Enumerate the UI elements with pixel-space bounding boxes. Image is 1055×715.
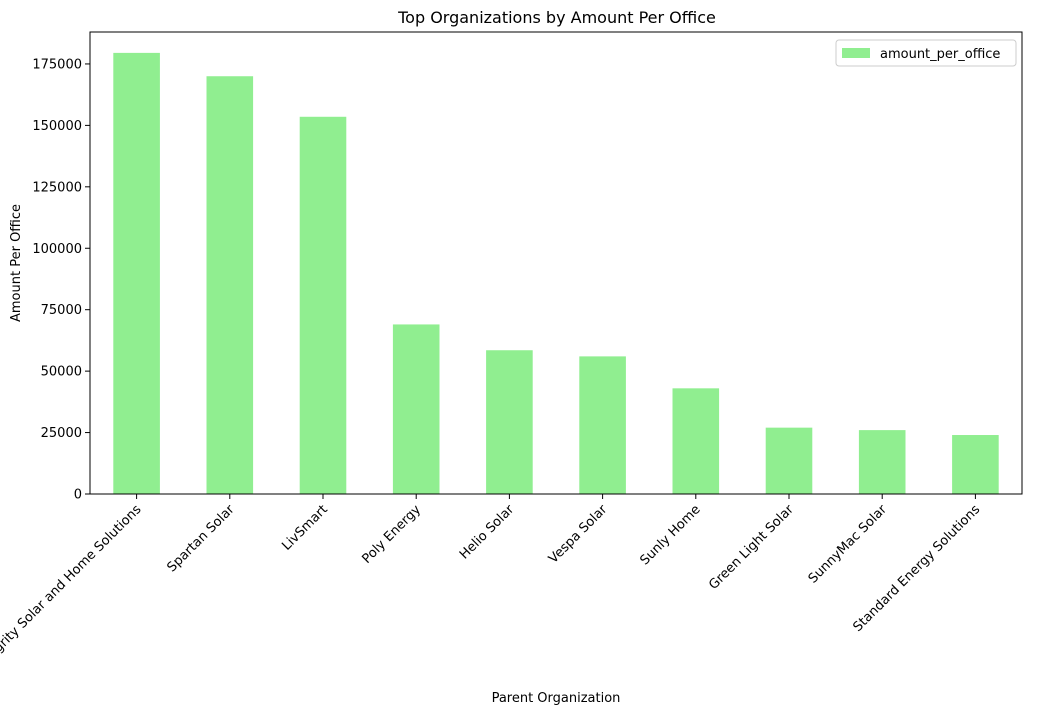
y-tick-label-4: 100000	[32, 242, 82, 257]
bar-1	[206, 76, 254, 494]
chart-title: Top Organizations by Amount Per Office	[397, 8, 716, 27]
y-tick-label-3: 75000	[41, 303, 82, 318]
bar-3	[392, 324, 440, 494]
y-tick-label-2: 50000	[41, 365, 82, 380]
y-tick-label-1: 25000	[41, 426, 82, 441]
y-tick-label-6: 150000	[32, 119, 82, 134]
legend-box	[835, 39, 1017, 67]
y-axis-title: Amount Per Office	[9, 204, 24, 322]
x-tick-label-3: Poly Energy	[359, 502, 424, 567]
x-tick-label-4: Helio Solar	[457, 502, 518, 563]
bar-0	[113, 52, 160, 494]
x-tick-label-0: Integrity Solar and Home Solutions	[0, 502, 145, 674]
x-tick-label-1: Spartan Solar	[165, 502, 239, 576]
bar-8	[858, 430, 906, 494]
plot-frame	[89, 31, 1023, 495]
y-axis: 0 25000 50000 75000 100000 125000 150000 175000	[32, 57, 90, 503]
x-tick-label-6: Sunly Home	[637, 502, 703, 568]
legend-swatch	[842, 48, 870, 58]
legend: amount_per_office	[835, 39, 1017, 67]
bar-9	[952, 435, 999, 494]
x-tick-label-2: LivSmart	[279, 502, 331, 554]
bar-4	[486, 350, 533, 494]
x-axis: Integrity Solar and Home Solutions Sparta…	[0, 494, 983, 674]
bar-7	[765, 427, 813, 494]
y-tick-label-5: 125000	[32, 180, 82, 195]
bar-2	[299, 116, 347, 494]
y-tick-label-7: 175000	[32, 57, 82, 72]
bar-6	[672, 388, 720, 494]
x-tick-label-8: SunnyMac Solar	[806, 502, 891, 587]
x-tick-label-7: Green Light Solar	[706, 502, 797, 593]
legend-label: amount_per_office	[880, 47, 1000, 62]
x-axis-title: Parent Organization	[492, 691, 621, 706]
x-tick-label-5: Vespa Solar	[546, 502, 611, 567]
bars-group	[113, 52, 999, 494]
bar-5	[579, 356, 626, 494]
y-tick-label-0: 0	[74, 488, 82, 503]
